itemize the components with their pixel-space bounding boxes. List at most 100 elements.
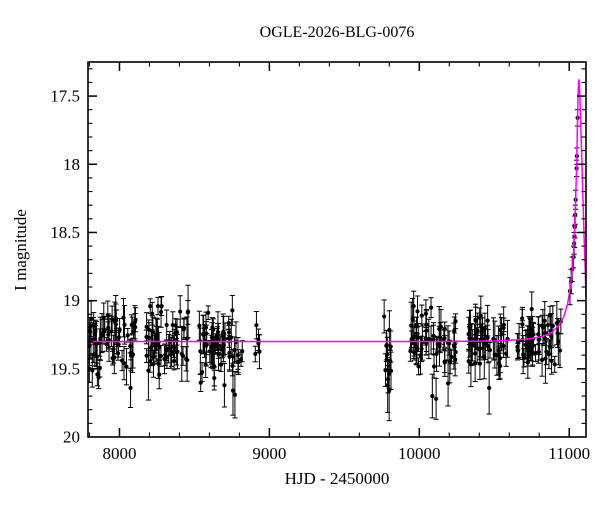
data-point-marker [88, 343, 92, 349]
data-point-marker [480, 346, 485, 351]
data-point [235, 337, 241, 374]
model-curve [88, 78, 586, 343]
data-point [415, 357, 422, 376]
data-point [177, 295, 183, 329]
data-point-marker [445, 381, 451, 386]
data-point-marker [487, 348, 493, 353]
data-point-marker [529, 307, 534, 312]
data-point-marker [210, 351, 215, 356]
data-point [414, 295, 421, 328]
data-point [181, 317, 187, 339]
data-point-marker [254, 323, 259, 328]
data-point-marker [503, 351, 509, 356]
data-point-marker [235, 352, 241, 358]
data-point [539, 342, 545, 377]
data-point-marker [148, 303, 153, 309]
data-point-marker [150, 329, 156, 334]
x-axis-tick-label: 8000 [102, 444, 136, 463]
data-point [199, 362, 205, 383]
x-axis-tick-label: 9000 [252, 444, 286, 463]
data-point [127, 367, 134, 409]
data-point-marker [555, 330, 560, 336]
data-point [435, 336, 441, 352]
data-point [123, 348, 130, 386]
data-point-marker [144, 324, 149, 329]
data-point [121, 304, 128, 345]
data-point-marker [256, 341, 261, 346]
data-point [552, 355, 558, 373]
data-point-marker [496, 348, 501, 353]
data-point [469, 329, 475, 362]
data-points-layer [88, 109, 581, 422]
data-point [129, 314, 135, 336]
data-point [536, 323, 542, 355]
data-point-marker [530, 350, 535, 355]
data-point-marker [431, 364, 437, 369]
data-point [490, 317, 497, 361]
data-point-marker [501, 325, 506, 331]
data-point [180, 346, 186, 366]
data-point [386, 360, 392, 422]
data-point-marker [383, 368, 388, 373]
chart-title: OGLE-2026-BLG-0076 [260, 24, 415, 41]
data-point-marker [204, 343, 209, 348]
data-point-marker [384, 343, 389, 348]
data-point [477, 347, 483, 380]
data-point-marker [181, 325, 187, 331]
data-point [428, 297, 434, 319]
data-point-marker [515, 344, 520, 349]
data-point [164, 344, 170, 369]
data-point-marker [203, 362, 208, 367]
data-point-marker [113, 322, 118, 327]
data-point-marker [221, 329, 226, 335]
data-point-marker [434, 351, 439, 356]
data-point [550, 305, 556, 347]
data-point [197, 327, 203, 376]
data-point-marker [520, 316, 525, 321]
data-point-marker [382, 314, 387, 319]
data-point-marker [164, 354, 169, 360]
data-point [171, 351, 177, 371]
data-point [158, 345, 164, 367]
data-point [154, 317, 160, 351]
data-point-marker [184, 336, 190, 341]
data-point-marker [419, 313, 424, 318]
data-point-marker [423, 311, 428, 316]
data-point-marker [433, 396, 439, 401]
x-axis-label: HJD - 2450000 [285, 469, 390, 488]
data-point-marker [133, 325, 138, 330]
data-point-marker [125, 333, 130, 338]
data-point [497, 352, 503, 380]
data-point-marker [104, 342, 109, 347]
data-point-marker [172, 358, 177, 364]
data-point-marker [554, 320, 559, 326]
data-point [205, 305, 211, 321]
data-point [442, 321, 448, 337]
data-point-marker [478, 313, 483, 318]
data-point-marker [537, 337, 542, 342]
x-axis-tick-label: 10000 [398, 444, 441, 463]
data-point [543, 338, 549, 366]
data-point-marker [435, 342, 440, 347]
data-point-marker [485, 335, 490, 340]
data-point [386, 310, 392, 350]
data-point-marker [557, 348, 563, 353]
data-point-marker [415, 309, 420, 314]
data-point-marker [552, 362, 557, 367]
data-point [476, 337, 482, 361]
data-point [514, 333, 521, 361]
data-point-marker [95, 354, 100, 359]
data-point [418, 335, 425, 363]
data-point-marker [175, 349, 180, 354]
data-point-marker [96, 375, 101, 380]
data-point-marker [452, 344, 457, 350]
data-point [155, 296, 161, 316]
data-point-marker [491, 336, 496, 342]
plot-box [87, 61, 587, 438]
data-point [99, 313, 105, 354]
data-point [429, 373, 435, 419]
data-point-marker [197, 323, 202, 328]
data-point-marker [430, 393, 435, 399]
data-point [546, 339, 552, 370]
